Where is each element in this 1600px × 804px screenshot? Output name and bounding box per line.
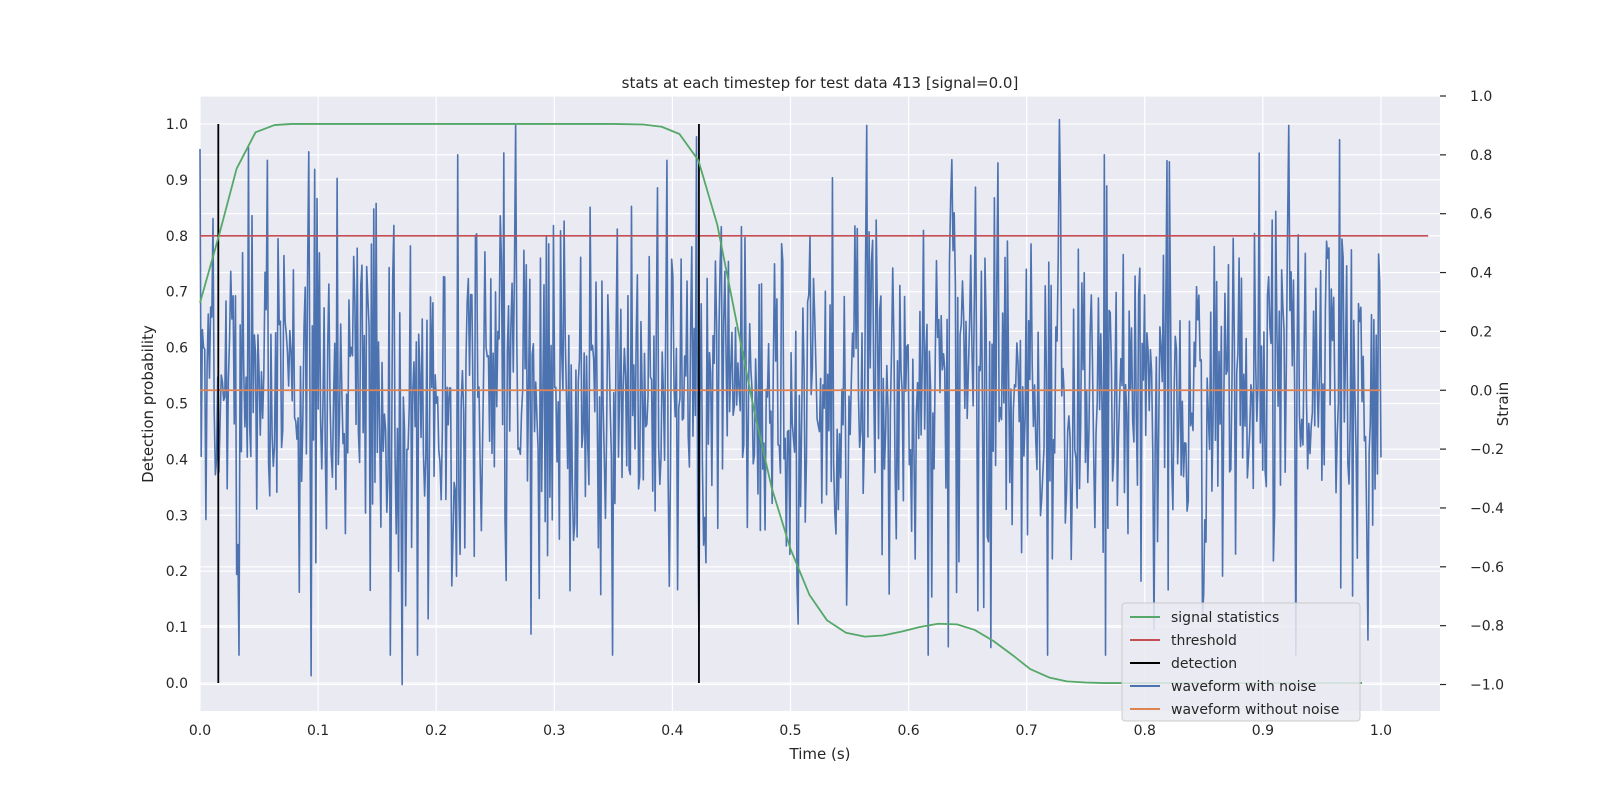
x-tick-label: 0.4	[661, 723, 683, 739]
y-tick-label: 1.0	[166, 117, 188, 133]
legend: signal statistics threshold detection wa…	[1121, 602, 1361, 722]
x-tick-label: 0.1	[307, 723, 329, 739]
x-tick-label: 1.0	[1370, 723, 1392, 739]
y2-tick-label: 0.4	[1470, 266, 1492, 282]
y2-tick-label: −1.0	[1470, 678, 1504, 694]
x-tick-label: 0.7	[1016, 723, 1038, 739]
x-tick-label: 0.5	[779, 723, 801, 739]
x-tick-label: 0.8	[1134, 723, 1156, 739]
legend-label-detection: detection	[1171, 656, 1237, 672]
chart-title: stats at each timestep for test data 413…	[622, 74, 1019, 92]
y-tick-label: 0.9	[166, 173, 188, 189]
y2-axis-label: Strain	[1494, 382, 1512, 426]
y-tick-label: 0.8	[166, 229, 188, 245]
legend-label-waveform-with-noise: waveform with noise	[1171, 679, 1316, 695]
y-tick-label: 0.2	[166, 564, 188, 580]
waveform-with-noise-line	[199, 118, 1382, 686]
left-y-axis-ticks: 0.0 0.1 0.2 0.3 0.4 0.5 0.6 0.7 0.8 0.9 1.0	[166, 117, 188, 692]
y-tick-label: 0.5	[166, 397, 188, 413]
y-tick-label: 0.7	[166, 285, 188, 301]
y-tick-label: 0.3	[166, 508, 188, 524]
legend-label-waveform-without-noise: waveform without noise	[1171, 702, 1339, 718]
y2-tick-label: 0.2	[1470, 324, 1492, 340]
y2-tick-label: −0.6	[1470, 560, 1504, 576]
y-axis-label: Detection probability	[139, 325, 157, 483]
y-tick-label: 0.4	[166, 452, 188, 468]
x-tick-label: 0.0	[189, 723, 211, 739]
y2-tick-label: 1.0	[1470, 89, 1492, 105]
series-lines	[199, 118, 1429, 686]
x-tick-label: 0.2	[425, 723, 447, 739]
legend-label-signal-statistics: signal statistics	[1171, 610, 1279, 626]
y2-tick-label: −0.4	[1470, 501, 1504, 517]
y2-tick-label: 0.0	[1470, 383, 1492, 399]
x-axis-ticks: 0.0 0.1 0.2 0.3 0.4 0.5 0.6 0.7 0.8 0.9 1.0	[189, 723, 1392, 739]
y-tick-label: 0.0	[166, 676, 188, 692]
signal-statistics-line	[199, 123, 1363, 684]
legend-label-threshold: threshold	[1171, 633, 1237, 649]
y2-tick-label: −0.2	[1470, 442, 1504, 458]
x-tick-label: 0.9	[1252, 723, 1274, 739]
y2-tick-label: −0.8	[1470, 619, 1504, 635]
y2-tick-label: 0.8	[1470, 148, 1492, 164]
y-tick-label: 0.6	[166, 341, 188, 357]
x-tick-label: 0.3	[543, 723, 565, 739]
y2-tick-label: 0.6	[1470, 207, 1492, 223]
legend-box	[1121, 602, 1361, 722]
x-axis-label: Time (s)	[789, 745, 851, 763]
right-y-axis-ticks: −1.0 −0.8 −0.6 −0.4 −0.2 0.0 0.2 0.4 0.6 0.8 1.0	[1440, 89, 1504, 694]
y-tick-label: 0.1	[166, 620, 188, 636]
x-tick-label: 0.6	[897, 723, 919, 739]
